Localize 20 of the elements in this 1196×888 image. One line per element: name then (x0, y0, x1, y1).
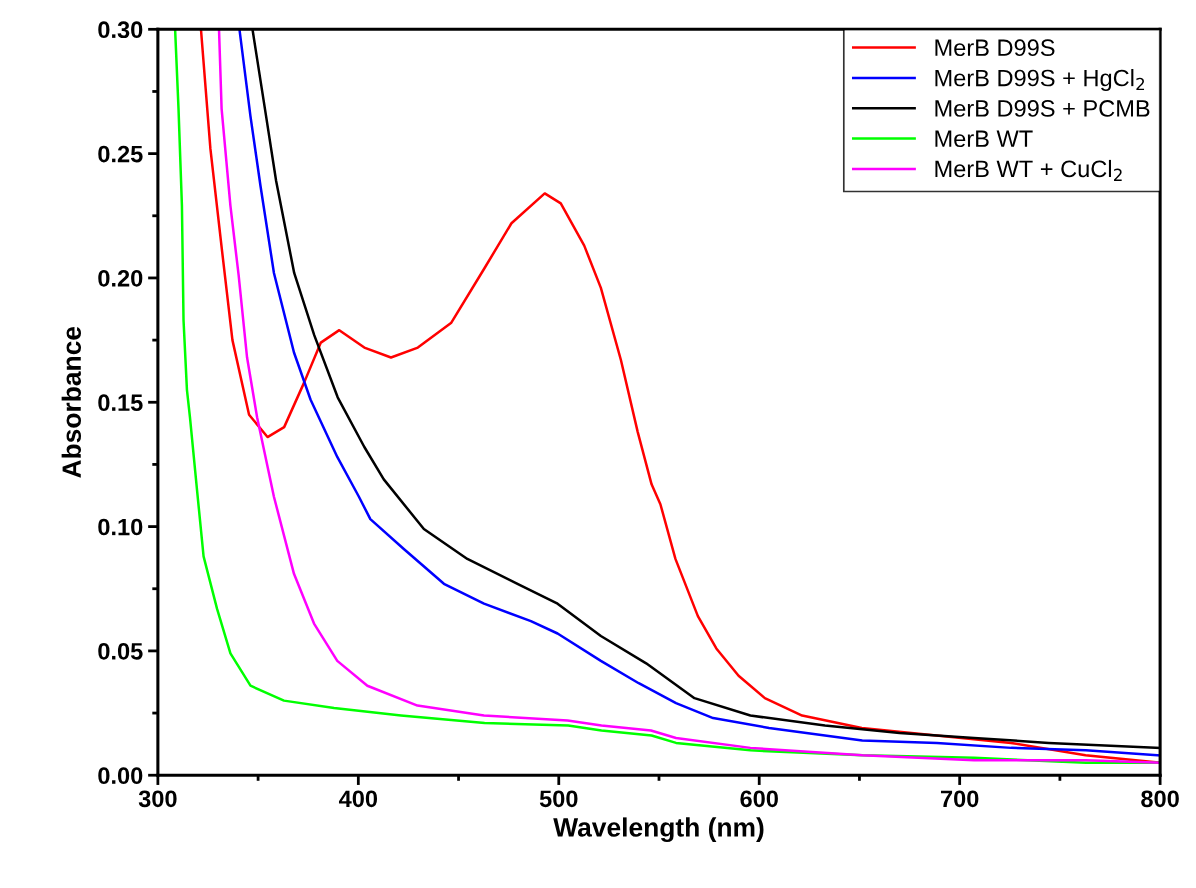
y-tick-label: 0.05 (98, 642, 143, 660)
y-tick-label: 0.25 (98, 145, 143, 163)
legend-label: MerB WT (935, 130, 1033, 148)
y-tick-label: 0.15 (98, 394, 143, 412)
legend-label: MerB D99S (935, 39, 1055, 57)
x-tick-label: 400 (338, 790, 378, 808)
y-axis-title: Absorbance (61, 326, 82, 478)
y-tick-label: 0.00 (98, 767, 143, 785)
y-tick-label: 0.10 (98, 518, 143, 536)
x-tick-label: 500 (539, 790, 578, 808)
y-tick-label: 0.20 (98, 270, 143, 287)
legend-label: MerB WT + CuCl$_{2}$ (935, 159, 1122, 181)
legend-label: MerB D99S + HgCl$_{2}$ (935, 69, 1145, 92)
y-tick-label: 0.30 (98, 21, 143, 39)
legend-label: MerB D99S + PCMB (935, 100, 1150, 117)
x-tick-label: 800 (1141, 790, 1179, 808)
x-tick-label: 600 (740, 790, 778, 808)
x-tick-label: 700 (940, 790, 979, 808)
x-axis-title: Wavelength (nm) (553, 817, 764, 843)
x-tick-label: 300 (138, 790, 177, 808)
